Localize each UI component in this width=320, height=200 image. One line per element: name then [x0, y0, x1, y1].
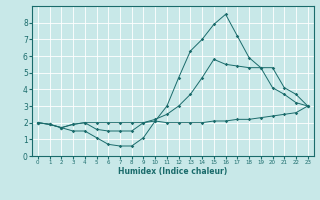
X-axis label: Humidex (Indice chaleur): Humidex (Indice chaleur): [118, 167, 228, 176]
